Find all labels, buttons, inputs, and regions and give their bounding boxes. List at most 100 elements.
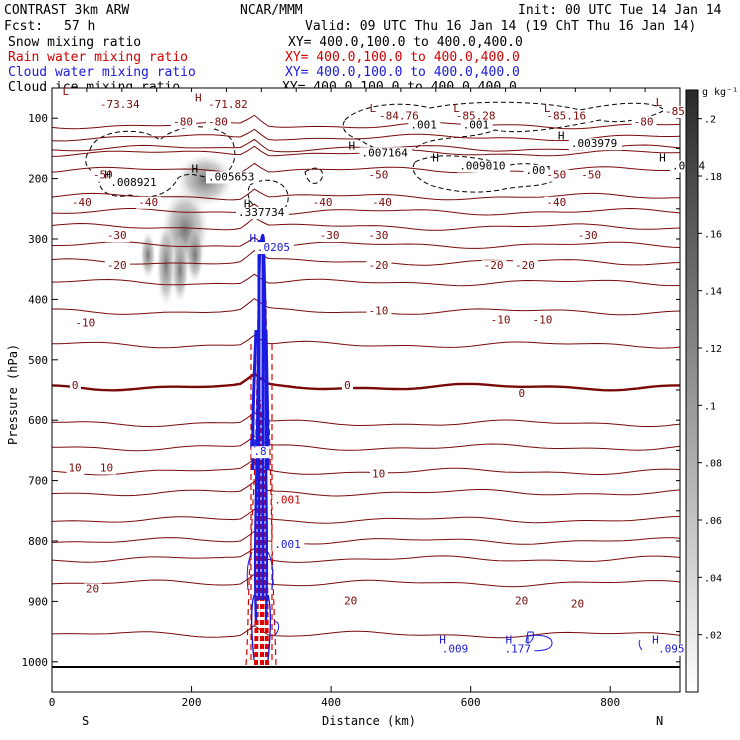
x-axis-north-label: N: [656, 714, 664, 728]
contour-label-bg: [513, 260, 539, 273]
forecast-hour: 57 h: [64, 19, 96, 34]
snow-shading: [140, 152, 235, 310]
high-marker: H: [558, 129, 565, 142]
contour-label: .095: [658, 643, 685, 656]
isotherm-line: [51, 273, 681, 287]
contour-label: 10: [68, 462, 81, 475]
contour-label-bg: [342, 379, 354, 392]
contour-label-bg: [342, 595, 361, 608]
colorbar-tick-label: .14: [704, 287, 722, 298]
contour-label: -10: [75, 317, 95, 330]
contour-label-bg: [656, 643, 689, 656]
contour-label-bg: [568, 138, 622, 151]
high-marker: H: [506, 634, 513, 647]
isotherm-line: [51, 530, 681, 545]
low-marker: L: [369, 102, 376, 115]
contour-label: .009010: [459, 160, 505, 173]
contour-label-bg: [69, 379, 81, 392]
contour-label-bg: [366, 230, 392, 242]
contour-label-bg: [206, 98, 252, 111]
contour-label: .001: [274, 494, 301, 507]
contour-label: -20: [107, 259, 127, 272]
contour-label-bg: [439, 643, 472, 656]
isotherm-line: [51, 236, 681, 249]
contour-label: -10: [532, 314, 552, 327]
contour-label-bg: [544, 196, 570, 209]
contour-label-bg: [530, 314, 556, 327]
contour-label-bg: [366, 305, 392, 318]
colorbar-tick-label: .18: [704, 172, 722, 183]
contour-label-bg: [366, 260, 392, 273]
rain-water-contours: [245, 299, 277, 666]
contour-label: -80: [173, 115, 193, 128]
contour-label: -50: [368, 169, 388, 182]
high-marker: H: [652, 634, 659, 647]
contour-label: .177: [505, 643, 532, 656]
contour-label-bg: [369, 196, 395, 209]
high-marker: H: [195, 91, 202, 104]
field-snow-xy: XY= 400.0,100.0 to 400.0,400.0: [288, 35, 523, 50]
contour-label: .001: [410, 118, 437, 131]
contour-label: .8: [253, 445, 266, 458]
contour-label-bg: [631, 116, 657, 129]
contour-label-bg: [366, 169, 392, 182]
contour-label: .337734: [238, 206, 285, 219]
contour-label-bg: [254, 242, 294, 255]
contour-label: .007164: [362, 146, 409, 159]
contour-label-bg: [317, 230, 343, 242]
contour-label: -40: [546, 196, 566, 209]
high-marker: H: [349, 140, 356, 153]
contour-label: 20: [86, 582, 99, 595]
contour-label: 10: [372, 468, 385, 481]
contour-label: 10: [100, 462, 113, 475]
isotherm--10: [52, 297, 681, 316]
high-marker: H: [659, 152, 666, 165]
contour-label-bg: [272, 539, 305, 552]
high-marker: H: [192, 163, 199, 176]
field-cloud-water-xy: XY= 400.0,100.0 to 400.0,400.0: [285, 65, 520, 80]
contour-label-bg: [369, 468, 388, 481]
contour-label-bg: [481, 260, 507, 273]
isotherm-line: [51, 480, 681, 497]
contour-label: -40: [372, 196, 392, 209]
x-axis: 0 200 400 600 800: [49, 88, 681, 709]
high-marker: H: [439, 634, 446, 647]
contour-label-bg: [69, 196, 95, 209]
contour-label-bg: [544, 110, 591, 123]
contour-label-bg: [513, 595, 532, 608]
colorbar-ramp: [685, 89, 699, 693]
x-tick-label: 600: [461, 696, 481, 709]
contour-label-bg: [206, 171, 259, 184]
contour-label-bg: [83, 583, 102, 596]
contour-label: -71.82: [208, 98, 248, 111]
contour-label-bg: [460, 119, 493, 132]
x-tick-label: 400: [321, 696, 341, 709]
isotherm--50: [51, 162, 681, 174]
contour-label-bg: [568, 598, 587, 611]
contour-label: .003979: [571, 137, 617, 150]
low-marker: L: [453, 102, 460, 115]
contour-label: .009: [442, 643, 469, 656]
contour-label: -50: [581, 169, 601, 182]
isotherm-10: [51, 458, 681, 476]
contour-label: -84.76: [379, 109, 419, 122]
y-tick-label: 400: [28, 293, 48, 306]
field-rain-xy: XY= 400.0,100.0 to 400.0,400.0: [285, 50, 520, 65]
colorbar-tick-label: .04: [704, 573, 722, 584]
contour-label-bg: [502, 643, 535, 656]
contour-label: -30: [368, 229, 388, 242]
colorbar-unit: g kg⁻¹: [702, 87, 739, 98]
low-marker: L: [62, 85, 69, 98]
x-tick-label: 0: [49, 696, 56, 709]
contour-label: -50: [546, 169, 566, 182]
contour-label: -20: [515, 259, 535, 272]
contour-label-bg: [108, 176, 162, 189]
contour-label: .0205: [257, 241, 290, 254]
colorbar: .2 .18 .16 .14 .12 .1 .08 .06 .04 .02: [685, 89, 722, 693]
extrema-markers: L H L L L L H H H H H H H H H H H H: [62, 85, 665, 646]
contour-label-bg: [66, 462, 85, 475]
contour-label: -40: [72, 196, 92, 209]
isotherm-line: [51, 203, 681, 216]
